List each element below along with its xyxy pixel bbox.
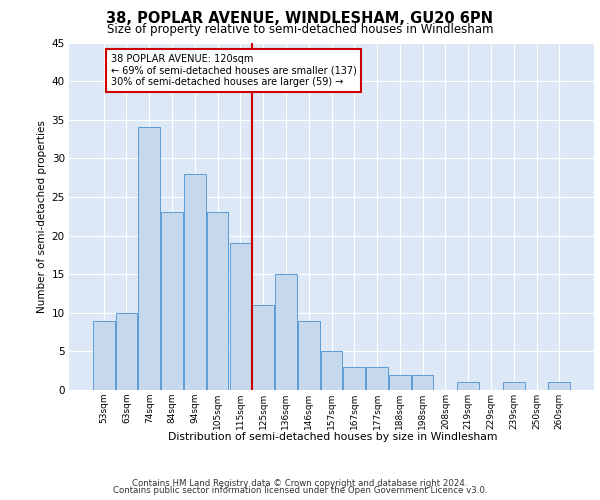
Text: 38, POPLAR AVENUE, WINDLESHAM, GU20 6PN: 38, POPLAR AVENUE, WINDLESHAM, GU20 6PN	[107, 11, 493, 26]
Bar	[275, 274, 297, 390]
Text: Contains HM Land Registry data © Crown copyright and database right 2024.: Contains HM Land Registry data © Crown c…	[132, 478, 468, 488]
Bar	[320, 352, 343, 390]
Text: Contains public sector information licensed under the Open Government Licence v3: Contains public sector information licen…	[113, 486, 487, 495]
Bar	[366, 367, 388, 390]
Bar	[161, 212, 183, 390]
Text: Distribution of semi-detached houses by size in Windlesham: Distribution of semi-detached houses by …	[168, 432, 498, 442]
Bar	[207, 212, 229, 390]
Bar	[343, 367, 365, 390]
Bar	[139, 128, 160, 390]
Bar	[457, 382, 479, 390]
Bar	[230, 244, 251, 390]
Bar	[298, 320, 320, 390]
Bar	[389, 374, 410, 390]
Text: Size of property relative to semi-detached houses in Windlesham: Size of property relative to semi-detach…	[107, 22, 493, 36]
Bar	[93, 320, 115, 390]
Bar	[116, 313, 137, 390]
Y-axis label: Number of semi-detached properties: Number of semi-detached properties	[37, 120, 47, 312]
Bar	[253, 305, 274, 390]
Bar	[184, 174, 206, 390]
Bar	[503, 382, 524, 390]
Bar	[412, 374, 433, 390]
Text: 38 POPLAR AVENUE: 120sqm
← 69% of semi-detached houses are smaller (137)
30% of : 38 POPLAR AVENUE: 120sqm ← 69% of semi-d…	[110, 54, 356, 88]
Bar	[548, 382, 570, 390]
